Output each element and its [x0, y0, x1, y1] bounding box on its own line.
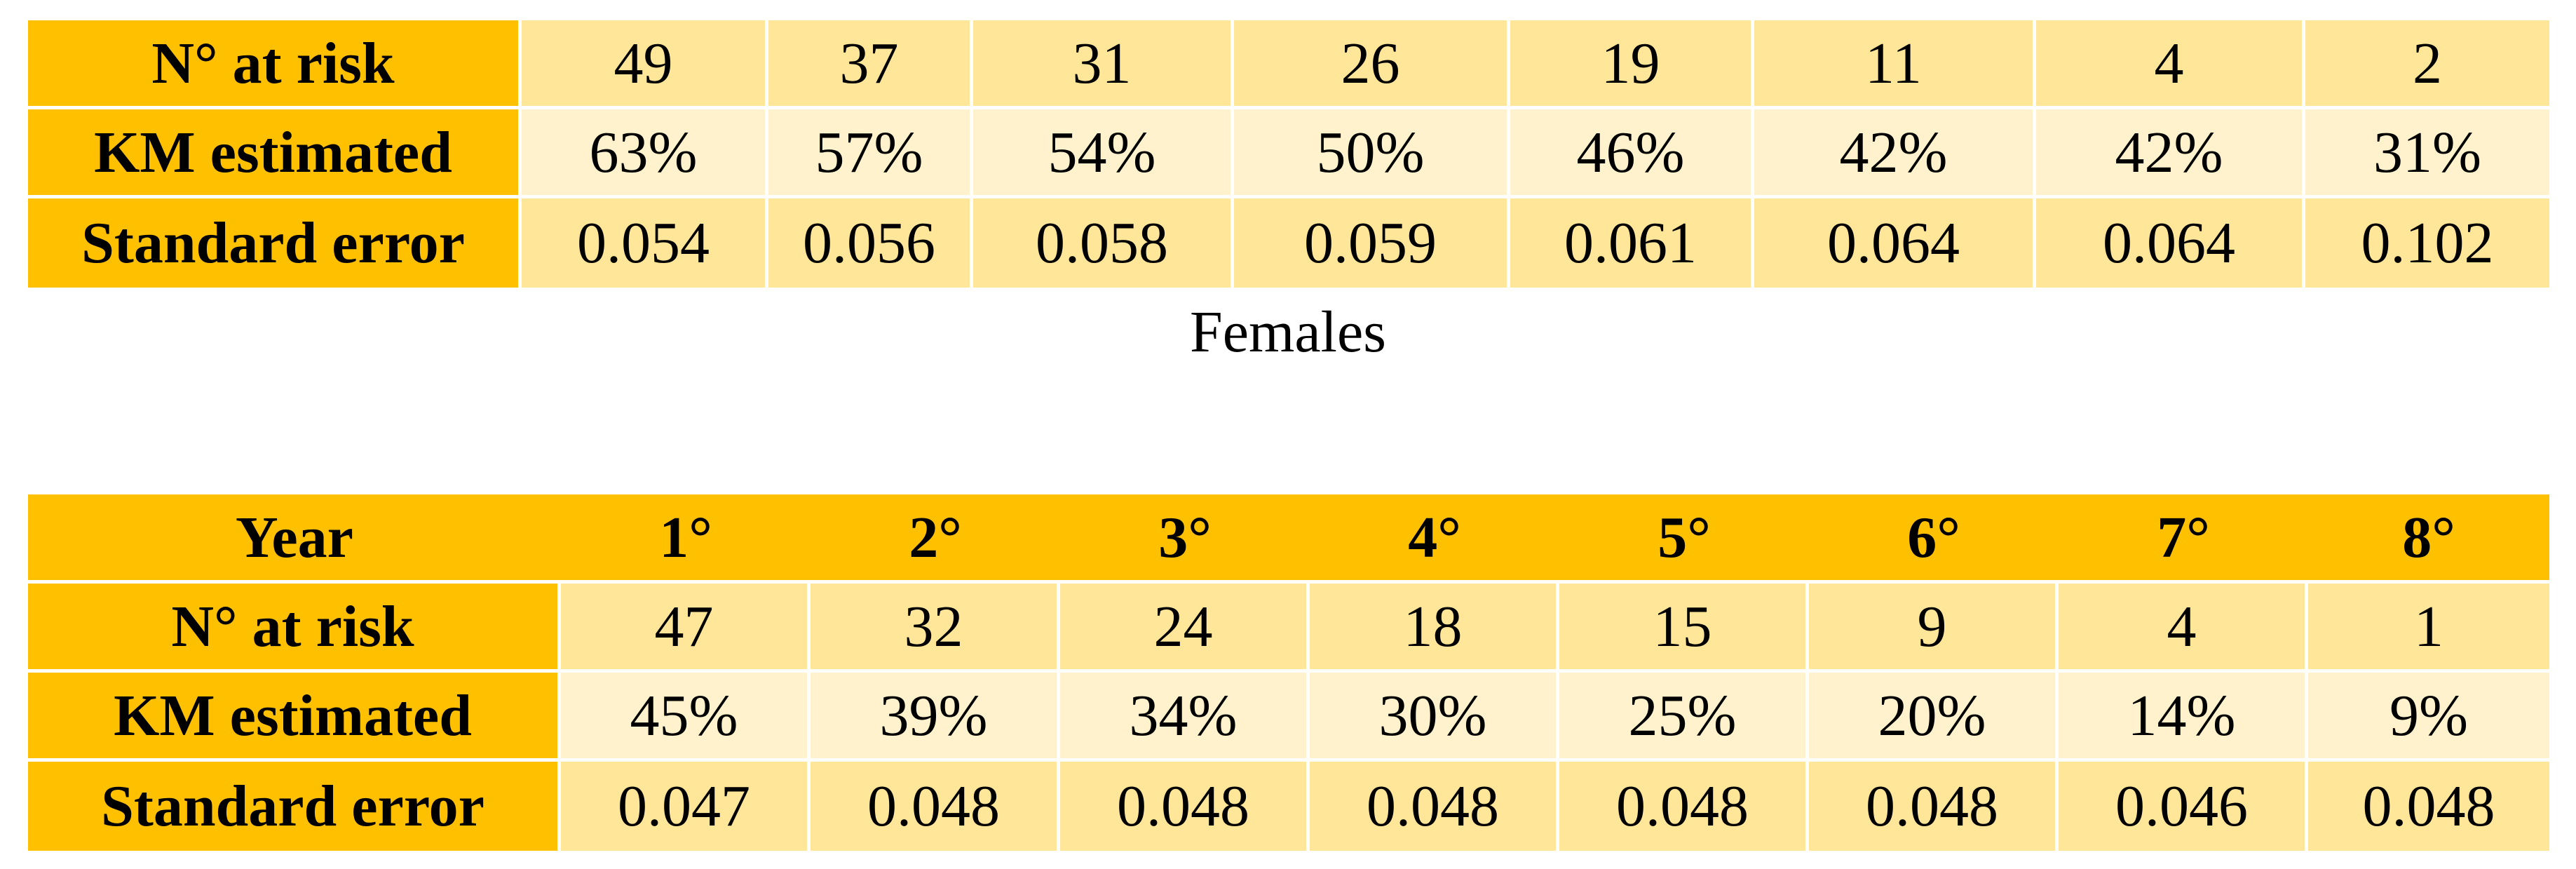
table-cell: 15: [1559, 584, 1809, 673]
table-cell: 0.061: [1510, 198, 1754, 288]
table-cell: 4: [2059, 584, 2308, 673]
year-header: 6°: [1809, 494, 2059, 584]
top-survival-table: N° at risk 49 37 31 26 19 11 4 2 KM esti…: [28, 20, 2549, 288]
table-cell: 37: [768, 20, 973, 109]
table-cell: 31: [973, 20, 1234, 109]
year-header: 1°: [561, 494, 811, 584]
table-cell: 0.102: [2305, 198, 2549, 288]
table-cell: 20%: [1809, 673, 2059, 762]
row-label-standard-error: Standard error: [28, 762, 561, 851]
row-label-standard-error: Standard error: [28, 198, 522, 288]
table-cell: 32: [811, 584, 1060, 673]
bottom-survival-table: Year 1° 2° 3° 4° 5° 6° 7° 8° N° at risk …: [28, 494, 2549, 851]
table-cell: 0.046: [2059, 762, 2308, 851]
table-cell: 39%: [811, 673, 1060, 762]
table-cell: 14%: [2059, 673, 2308, 762]
table-caption: Females: [1190, 299, 1386, 365]
table-cell: 0.048: [1559, 762, 1809, 851]
table-cell: 45%: [561, 673, 811, 762]
table-row: Standard error 0.047 0.048 0.048 0.048 0…: [28, 762, 2549, 851]
table-cell: 25%: [1559, 673, 1809, 762]
table-cell: 46%: [1510, 109, 1754, 198]
table-cell: 50%: [1234, 109, 1510, 198]
table-row: Standard error 0.054 0.056 0.058 0.059 0…: [28, 198, 2549, 288]
year-header: 7°: [2059, 494, 2308, 584]
table-row: KM estimated 63% 57% 54% 50% 46% 42% 42%…: [28, 109, 2549, 198]
table-cell: 0.058: [973, 198, 1234, 288]
table-cell: 42%: [2036, 109, 2305, 198]
table-row: KM estimated 45% 39% 34% 30% 25% 20% 14%…: [28, 673, 2549, 762]
table-cell: 49: [522, 20, 768, 109]
table-row: N° at risk 49 37 31 26 19 11 4 2: [28, 20, 2549, 109]
table-cell: 0.059: [1234, 198, 1510, 288]
table-cell: 1: [2308, 584, 2549, 673]
table-cell: 11: [1754, 20, 2036, 109]
table-cell: 19: [1510, 20, 1754, 109]
table-header-row: Year 1° 2° 3° 4° 5° 6° 7° 8°: [28, 494, 2549, 584]
table-cell: 0.047: [561, 762, 811, 851]
table-cell: 0.064: [2036, 198, 2305, 288]
row-label-km-estimated: KM estimated: [28, 109, 522, 198]
table-cell: 63%: [522, 109, 768, 198]
table-cell: 2: [2305, 20, 2549, 109]
table-cell: 31%: [2305, 109, 2549, 198]
table-cell: 18: [1310, 584, 1559, 673]
table-cell: 9: [1809, 584, 2059, 673]
table-cell: 4: [2036, 20, 2305, 109]
table-cell: 0.054: [522, 198, 768, 288]
table-cell: 24: [1060, 584, 1310, 673]
year-header-label: Year: [28, 494, 561, 584]
table-cell: 0.048: [1310, 762, 1559, 851]
table-cell: 0.056: [768, 198, 973, 288]
row-label-at-risk: N° at risk: [28, 20, 522, 109]
year-header: 5°: [1559, 494, 1809, 584]
year-header: 4°: [1310, 494, 1559, 584]
table-cell: 42%: [1754, 109, 2036, 198]
year-header: 2°: [811, 494, 1060, 584]
table-cell: 0.048: [811, 762, 1060, 851]
table-cell: 34%: [1060, 673, 1310, 762]
year-header: 3°: [1060, 494, 1310, 584]
table-cell: 0.048: [2308, 762, 2549, 851]
table-row: N° at risk 47 32 24 18 15 9 4 1: [28, 584, 2549, 673]
table-cell: 0.064: [1754, 198, 2036, 288]
table-cell: 26: [1234, 20, 1510, 109]
table-cell: 47: [561, 584, 811, 673]
row-label-km-estimated: KM estimated: [28, 673, 561, 762]
table-cell: 9%: [2308, 673, 2549, 762]
table-cell: 54%: [973, 109, 1234, 198]
table-cell: 0.048: [1809, 762, 2059, 851]
year-header: 8°: [2308, 494, 2549, 584]
table-cell: 0.048: [1060, 762, 1310, 851]
row-label-at-risk: N° at risk: [28, 584, 561, 673]
table-cell: 57%: [768, 109, 973, 198]
table-cell: 30%: [1310, 673, 1559, 762]
